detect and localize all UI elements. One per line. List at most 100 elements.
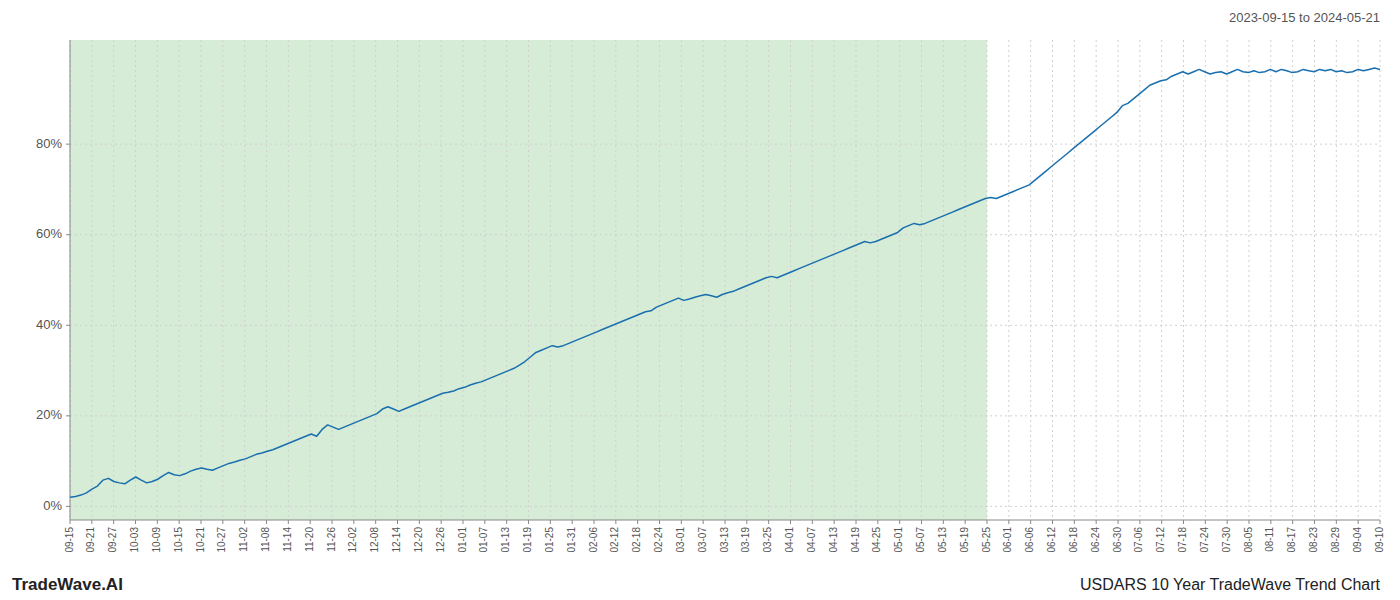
x-tick <box>877 520 878 524</box>
x-grid-line <box>419 40 420 520</box>
x-tick-label: 07-30 <box>1221 527 1232 553</box>
x-grid-line <box>179 40 180 520</box>
x-grid-line <box>441 40 442 520</box>
x-tick <box>1161 520 1162 524</box>
x-tick-label: 01-13 <box>500 527 511 553</box>
x-grid-line <box>987 40 988 520</box>
x-tick-label: 10-27 <box>216 527 227 553</box>
x-tick-label: 08-17 <box>1286 527 1297 553</box>
x-tick-label: 12-26 <box>435 527 446 553</box>
x-tick-label: 02-18 <box>631 527 642 553</box>
x-tick <box>1074 520 1075 524</box>
x-tick <box>572 520 573 524</box>
x-tick <box>987 520 988 524</box>
x-grid-line <box>572 40 573 520</box>
x-tick-label: 10-09 <box>151 527 162 553</box>
x-grid-line <box>1314 40 1315 520</box>
x-grid-line <box>135 40 136 520</box>
x-tick <box>1358 520 1359 524</box>
x-grid-line <box>965 40 966 520</box>
x-tick-label: 06-12 <box>1046 527 1057 553</box>
x-tick-label: 01-07 <box>478 527 489 553</box>
x-tick <box>637 520 638 524</box>
x-tick <box>1008 520 1009 524</box>
x-grid-line <box>550 40 551 520</box>
y-tick-label: 20% <box>36 407 62 422</box>
x-grid-line <box>1074 40 1075 520</box>
annotation: TradeWave.AI <box>12 575 123 594</box>
x-tick <box>615 520 616 524</box>
x-tick-label: 09-27 <box>107 527 118 553</box>
x-grid-line <box>856 40 857 520</box>
x-tick <box>288 520 289 524</box>
x-grid-line <box>1030 40 1031 520</box>
x-tick-label: 08-11 <box>1264 527 1275 552</box>
x-grid-line <box>1096 40 1097 520</box>
x-grid-line <box>659 40 660 520</box>
x-grid-line <box>637 40 638 520</box>
x-grid-line <box>113 40 114 520</box>
x-tick <box>725 520 726 524</box>
x-tick <box>703 520 704 524</box>
x-tick <box>921 520 922 524</box>
x-tick-label: 03-01 <box>675 527 686 553</box>
trend-line <box>70 68 1380 497</box>
x-grid-line <box>244 40 245 520</box>
x-tick-label: 04-07 <box>806 527 817 553</box>
x-tick <box>157 520 158 524</box>
y-grid-line <box>70 325 1380 326</box>
x-tick <box>353 520 354 524</box>
x-tick-label: 11-08 <box>260 527 271 552</box>
y-tick-label: 80% <box>36 136 62 151</box>
x-grid-line <box>681 40 682 520</box>
x-grid-line <box>484 40 485 520</box>
y-tick <box>66 506 70 507</box>
y-tick <box>66 415 70 416</box>
x-grid-line <box>943 40 944 520</box>
x-tick <box>528 520 529 524</box>
x-grid-line <box>615 40 616 520</box>
x-tick <box>834 520 835 524</box>
x-tick <box>91 520 92 524</box>
x-grid-line <box>1380 40 1381 520</box>
x-tick-label: 12-08 <box>369 527 380 553</box>
x-tick-label: 06-06 <box>1024 527 1035 553</box>
y-grid-line <box>70 506 1380 507</box>
x-grid-line <box>375 40 376 520</box>
y-grid-line <box>70 144 1380 145</box>
x-tick <box>899 520 900 524</box>
x-grid-line <box>790 40 791 520</box>
x-tick <box>1118 520 1119 524</box>
x-tick <box>463 520 464 524</box>
x-grid-line <box>353 40 354 520</box>
x-tick-label: 12-02 <box>347 527 358 553</box>
x-grid-line <box>594 40 595 520</box>
x-tick <box>375 520 376 524</box>
x-tick-label: 10-03 <box>129 527 140 553</box>
x-grid-line <box>70 40 71 520</box>
x-tick-label: 03-19 <box>740 527 751 553</box>
x-grid-line <box>1336 40 1337 520</box>
x-tick-label: 11-14 <box>282 527 293 552</box>
x-tick-label: 08-05 <box>1243 527 1254 553</box>
x-tick <box>1227 520 1228 524</box>
x-tick-label: 09-21 <box>85 527 96 553</box>
x-tick <box>1292 520 1293 524</box>
x-grid-line <box>288 40 289 520</box>
x-tick <box>659 520 660 524</box>
x-grid-line <box>768 40 769 520</box>
x-tick <box>419 520 420 524</box>
x-grid-line <box>1139 40 1140 520</box>
x-tick <box>1139 520 1140 524</box>
x-tick <box>441 520 442 524</box>
y-tick <box>66 234 70 235</box>
x-grid-line <box>1227 40 1228 520</box>
x-tick-label: 07-06 <box>1133 527 1144 553</box>
x-grid-line <box>877 40 878 520</box>
x-tick-label: 09-04 <box>1352 527 1363 553</box>
x-tick <box>222 520 223 524</box>
x-tick-label: 04-13 <box>828 527 839 553</box>
x-tick-label: 03-13 <box>719 527 730 553</box>
x-tick <box>266 520 267 524</box>
x-tick <box>484 520 485 524</box>
